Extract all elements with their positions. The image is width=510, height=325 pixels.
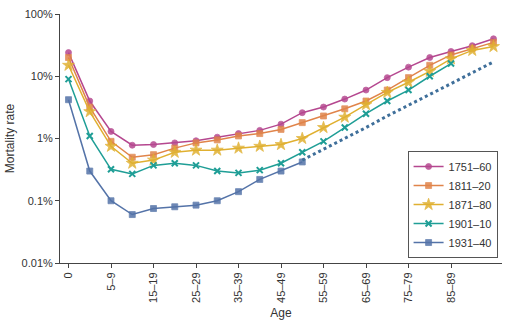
svg-text:75–79: 75–79 xyxy=(402,272,414,303)
svg-text:45–49: 45–49 xyxy=(275,272,287,303)
svg-text:0: 0 xyxy=(62,272,74,278)
svg-text:85–89: 85–89 xyxy=(445,272,457,303)
svg-text:10%: 10% xyxy=(31,70,53,82)
svg-text:0.1%: 0.1% xyxy=(28,195,53,207)
svg-text:1751–60: 1751–60 xyxy=(449,161,492,173)
svg-text:Age: Age xyxy=(270,306,292,320)
svg-text:5–9: 5–9 xyxy=(105,272,117,290)
svg-text:65–69: 65–69 xyxy=(360,272,372,303)
svg-text:1811–20: 1811–20 xyxy=(449,180,491,192)
svg-text:1931–40: 1931–40 xyxy=(449,237,492,249)
svg-text:25–29: 25–29 xyxy=(190,272,202,303)
svg-text:1871–80: 1871–80 xyxy=(449,199,492,211)
svg-text:1%: 1% xyxy=(37,132,53,144)
svg-text:100%: 100% xyxy=(25,8,53,20)
svg-text:0.01%: 0.01% xyxy=(22,257,53,269)
svg-text:Mortality rate: Mortality rate xyxy=(3,104,17,174)
svg-text:15–19: 15–19 xyxy=(147,272,159,303)
svg-text:35–39: 35–39 xyxy=(232,272,244,303)
svg-text:1901–10: 1901–10 xyxy=(449,218,492,230)
svg-text:55–59: 55–59 xyxy=(317,272,329,303)
